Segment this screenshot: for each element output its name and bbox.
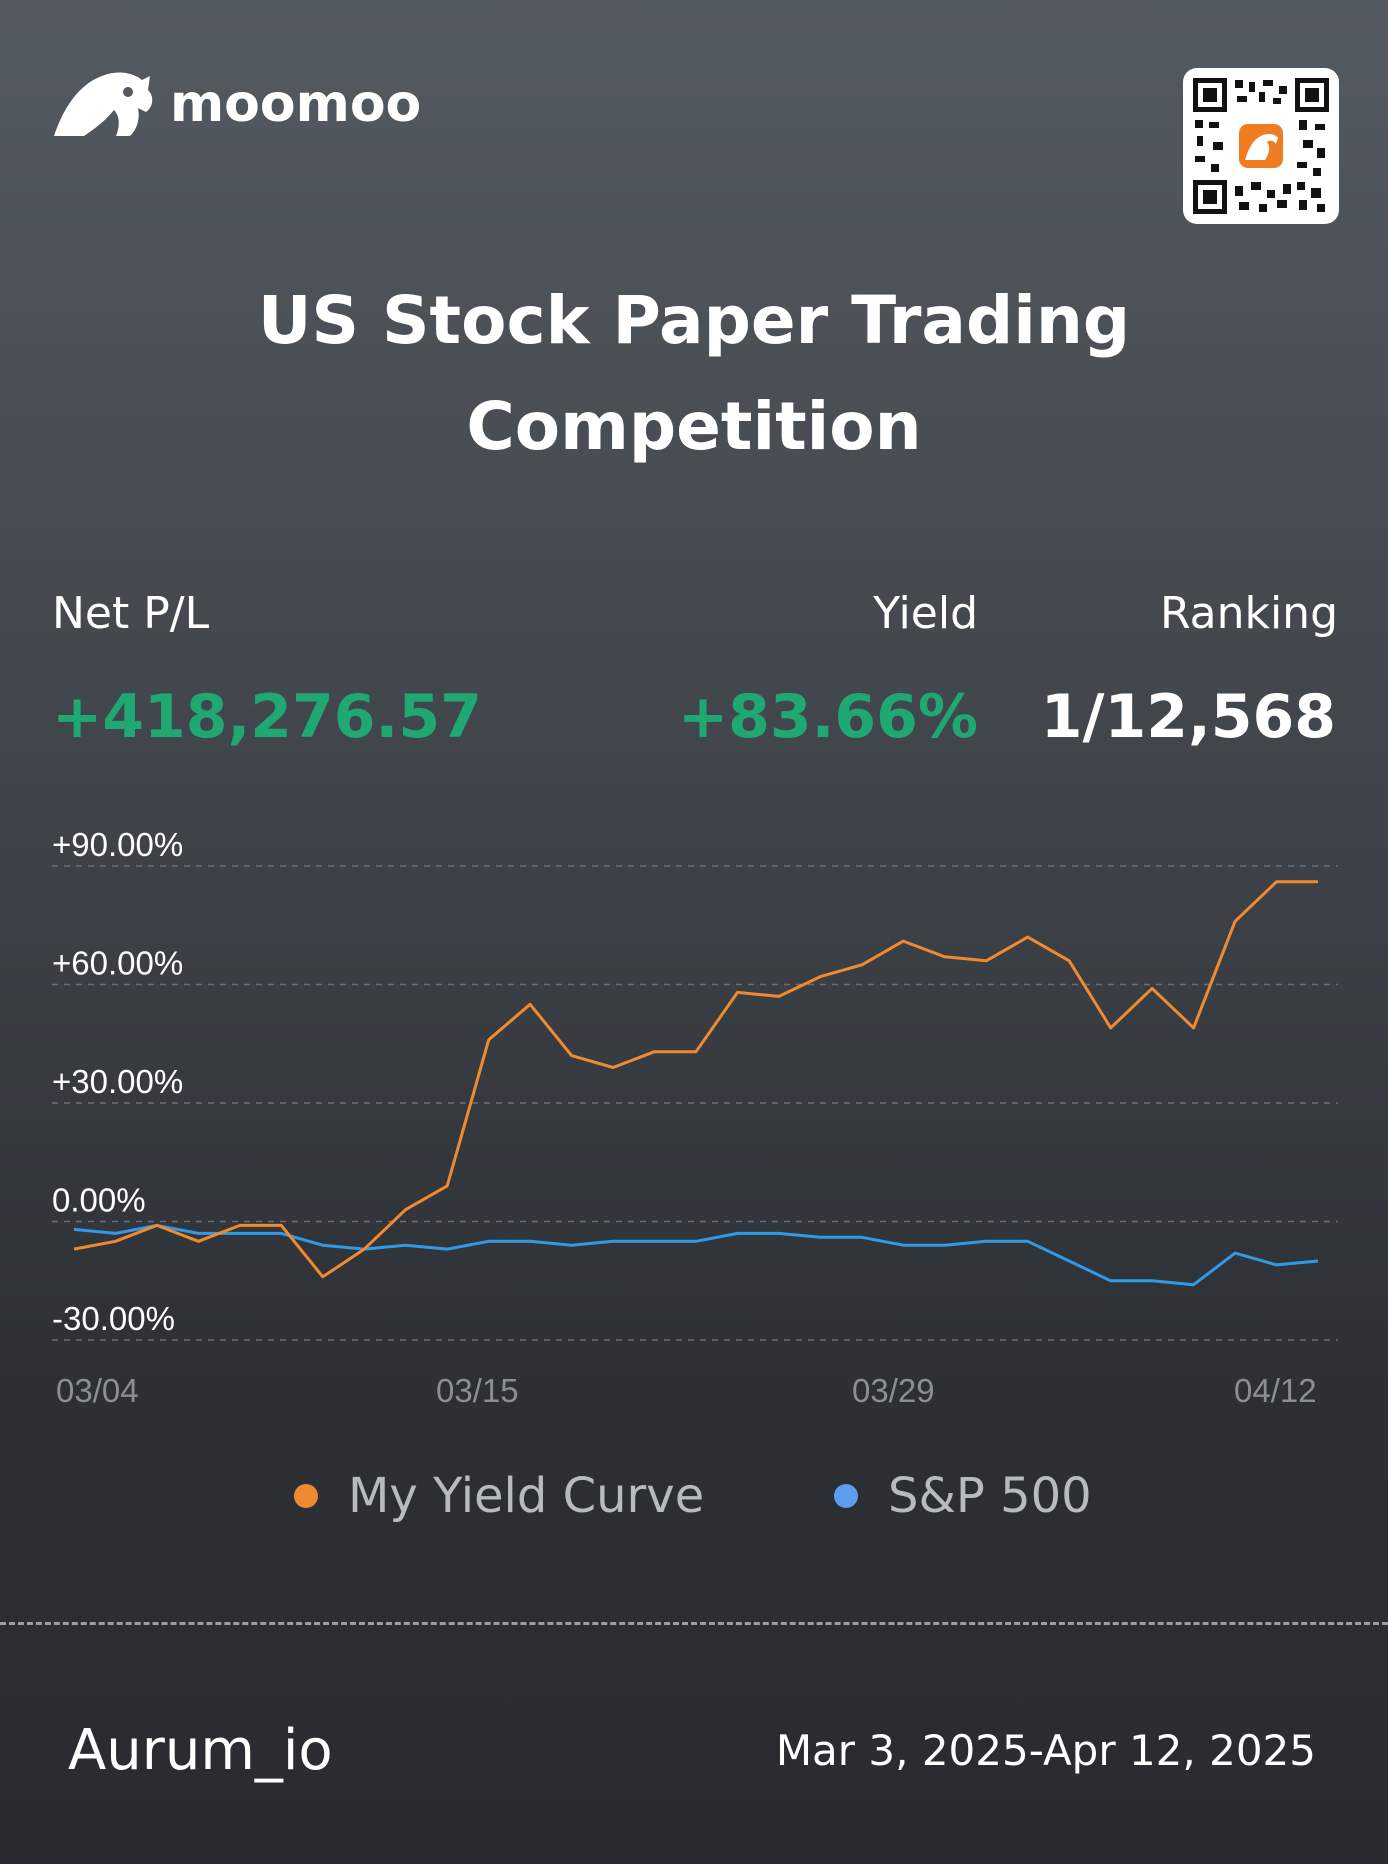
yield-chart: +90.00% +60.00% +30.00% 0.00% -30.00% 03/04 03… [52, 826, 1338, 1409]
ranking-value: 1/12,568 [1040, 682, 1336, 752]
x-tick-label: 03/29 [852, 1372, 935, 1409]
legend-dot-icon [834, 1484, 858, 1508]
legend-label: My Yield Curve [348, 1468, 705, 1524]
brand-name: moomoo [170, 74, 422, 134]
y-tick-label: 0.00% [52, 1182, 146, 1219]
legend-dot-icon [294, 1484, 318, 1508]
legend-item-sp500: S&P 500 [834, 1468, 1092, 1524]
net-pl-label: Net P/L [52, 588, 210, 639]
moomoo-bull-icon [54, 72, 153, 136]
chart-legend: My Yield Curve S&P 500 [0, 1468, 1388, 1538]
page-title: US Stock Paper Trading Competition [0, 268, 1388, 480]
series-line-my-yield-curve [73, 880, 1318, 1279]
title-line-1: US Stock Paper Trading [257, 282, 1131, 359]
brand-logo: moomoo [50, 64, 421, 144]
y-tick-label: -30.00% [52, 1300, 175, 1337]
x-tick-label: 03/15 [436, 1372, 519, 1409]
title-line-2: Competition [466, 388, 922, 465]
legend-item-my-yield: My Yield Curve [294, 1468, 704, 1524]
x-tick-label: 03/04 [56, 1372, 139, 1409]
qr-code-icon [1183, 68, 1339, 224]
ranking-label: Ranking [1160, 588, 1338, 639]
net-pl-value: +418,276.57 [52, 682, 482, 752]
divider [0, 1622, 1388, 1625]
y-tick-label: +90.00% [52, 826, 183, 863]
username: Aurum_io [68, 1718, 333, 1783]
date-range: Mar 3, 2025-Apr 12, 2025 [775, 1726, 1316, 1775]
series-line-s-p-500 [73, 1223, 1319, 1287]
y-tick-label: +60.00% [52, 945, 183, 982]
yield-value: +83.66% [677, 682, 978, 752]
legend-label: S&P 500 [888, 1468, 1092, 1524]
y-tick-label: +30.00% [52, 1063, 183, 1100]
yield-label: Yield [873, 588, 978, 639]
x-tick-label: 04/12 [1234, 1372, 1317, 1409]
